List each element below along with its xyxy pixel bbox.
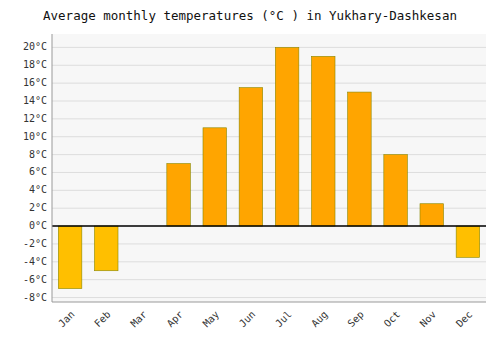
x-tick-label: Aug	[309, 309, 330, 330]
y-tick-label: 18°C	[23, 59, 47, 70]
grid	[52, 47, 486, 297]
zero-line	[52, 225, 486, 227]
y-tick-label: -4°C	[23, 256, 47, 267]
x-tick-label: Oct	[382, 309, 403, 330]
grid-line	[52, 190, 486, 191]
chart-container: -8°C -6°C -4°C -2°C 0°C 2°C 4°C 6°C 8°C 10°C 12°C 1…	[0, 0, 500, 350]
x-tick-label: Jul	[273, 309, 294, 330]
x-tick-label: Dec	[454, 309, 475, 330]
title: Average monthly temperatures (°C ) in Yu…	[43, 8, 457, 23]
grid-line	[52, 279, 486, 280]
y-tick-label: 20°C	[23, 41, 47, 52]
y-tick-label: 10°C	[23, 131, 47, 142]
x-tick-label: Nov	[418, 309, 439, 330]
bar	[275, 47, 299, 226]
grid-line	[52, 47, 486, 48]
x-tick-label: Apr	[165, 309, 186, 330]
y-tick-label: 2°C	[29, 202, 47, 213]
y-axis-line	[52, 34, 53, 302]
y-tick-label: 4°C	[29, 184, 47, 195]
x-axis-line	[52, 302, 486, 303]
chart-svg: -8°C -6°C -4°C -2°C 0°C 2°C 4°C 6°C 8°C 10°C 12°C 1…	[0, 0, 500, 350]
y-tick-label: -2°C	[23, 238, 47, 249]
y-tick-label: 6°C	[29, 166, 47, 177]
grid-line	[52, 154, 486, 155]
grid-line	[52, 83, 486, 84]
x-tick-label: May	[201, 309, 222, 330]
bar	[384, 155, 408, 226]
grid-line	[52, 65, 486, 66]
y-tick-label: 0°C	[29, 220, 47, 231]
bar	[203, 128, 227, 226]
bar	[94, 226, 118, 271]
bar	[348, 92, 372, 226]
x-tick-label: Jun	[237, 309, 258, 330]
grid-line	[52, 101, 486, 102]
bar	[167, 164, 191, 227]
y-tick-label: -8°C	[23, 292, 47, 303]
bar	[311, 56, 335, 226]
y-tick-label: -6°C	[23, 274, 47, 285]
bar	[58, 226, 82, 289]
grid-line	[52, 226, 486, 227]
grid-line	[52, 136, 486, 137]
grid-line	[52, 172, 486, 173]
x-tick-label: Feb	[92, 309, 113, 330]
bars	[58, 47, 479, 288]
y-tick-label: 16°C	[23, 77, 47, 88]
bar	[239, 88, 263, 226]
grid-line	[52, 118, 486, 119]
bar	[456, 226, 480, 257]
x-tick-label: Mar	[128, 309, 149, 330]
x-tick-label: Jan	[56, 309, 77, 330]
bar	[420, 204, 444, 226]
x-tick-label: Sep	[345, 309, 366, 330]
y-tick-label: 14°C	[23, 95, 47, 106]
y-tick-label: 12°C	[23, 113, 47, 124]
y-tick-label: 8°C	[29, 149, 47, 160]
grid-line	[52, 297, 486, 298]
plot-background	[52, 34, 486, 302]
